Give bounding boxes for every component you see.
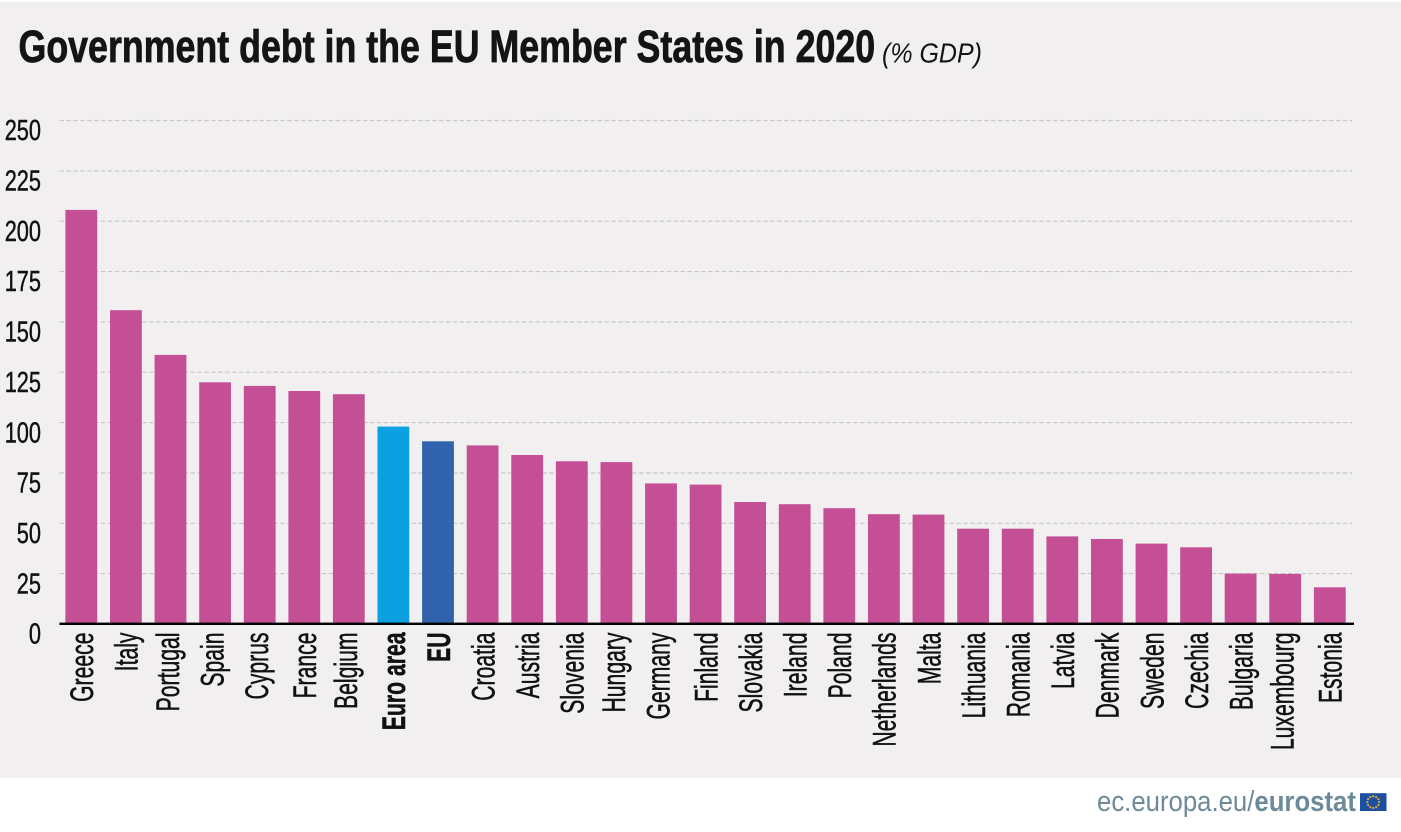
- svg-text:0: 0: [29, 619, 41, 651]
- svg-text:25: 25: [17, 569, 41, 601]
- svg-text:Bulgaria: Bulgaria: [1223, 632, 1260, 710]
- svg-text:75: 75: [17, 468, 41, 500]
- svg-text:Netherlands: Netherlands: [866, 633, 903, 747]
- svg-text:Lithuania: Lithuania: [955, 632, 992, 718]
- svg-text:250: 250: [5, 115, 41, 147]
- svg-text:Luxembourg: Luxembourg: [1264, 633, 1301, 751]
- svg-text:Euro area: Euro area: [376, 632, 413, 730]
- svg-text:ec.europa.eu/eurostat: ec.europa.eu/eurostat: [1097, 785, 1356, 818]
- svg-text:France: France: [286, 633, 323, 699]
- svg-text:Czechia: Czechia: [1178, 632, 1215, 709]
- svg-text:Hungary: Hungary: [595, 632, 632, 712]
- svg-text:Croatia: Croatia: [465, 632, 502, 701]
- svg-text:Slovenia: Slovenia: [554, 632, 591, 714]
- svg-text:100: 100: [5, 417, 41, 449]
- svg-text:Spain: Spain: [194, 633, 231, 687]
- svg-text:200: 200: [5, 216, 41, 248]
- svg-text:Cyprus: Cyprus: [238, 633, 275, 700]
- svg-text:Latvia: Latvia: [1044, 632, 1081, 689]
- svg-text:Slovakia: Slovakia: [732, 632, 769, 713]
- svg-text:Estonia: Estonia: [1312, 632, 1349, 703]
- svg-text:Austria: Austria: [509, 632, 546, 698]
- svg-text:Sweden: Sweden: [1134, 633, 1171, 709]
- svg-text:Belgium: Belgium: [328, 633, 365, 709]
- svg-text:150: 150: [5, 317, 41, 349]
- svg-text:Malta: Malta: [911, 632, 948, 684]
- svg-text:Greece: Greece: [63, 633, 100, 702]
- svg-text:Portugal: Portugal: [149, 633, 186, 712]
- svg-text:Poland: Poland: [821, 633, 858, 699]
- svg-text:Germany: Germany: [640, 632, 677, 719]
- svg-text:Government debt in the EU Memb: Government debt in the EU Member States …: [19, 21, 876, 72]
- svg-text:Romania: Romania: [1000, 632, 1037, 717]
- svg-text:175: 175: [5, 266, 41, 298]
- svg-text:EU: EU: [420, 633, 457, 662]
- svg-text:Ireland: Ireland: [777, 633, 814, 698]
- svg-text:(% GDP): (% GDP): [882, 37, 982, 69]
- svg-text:Finland: Finland: [688, 633, 725, 702]
- svg-text:50: 50: [17, 518, 41, 550]
- svg-text:Italy: Italy: [108, 632, 145, 671]
- svg-text:125: 125: [5, 367, 41, 399]
- svg-text:225: 225: [5, 166, 41, 198]
- svg-text:Denmark: Denmark: [1089, 632, 1126, 718]
